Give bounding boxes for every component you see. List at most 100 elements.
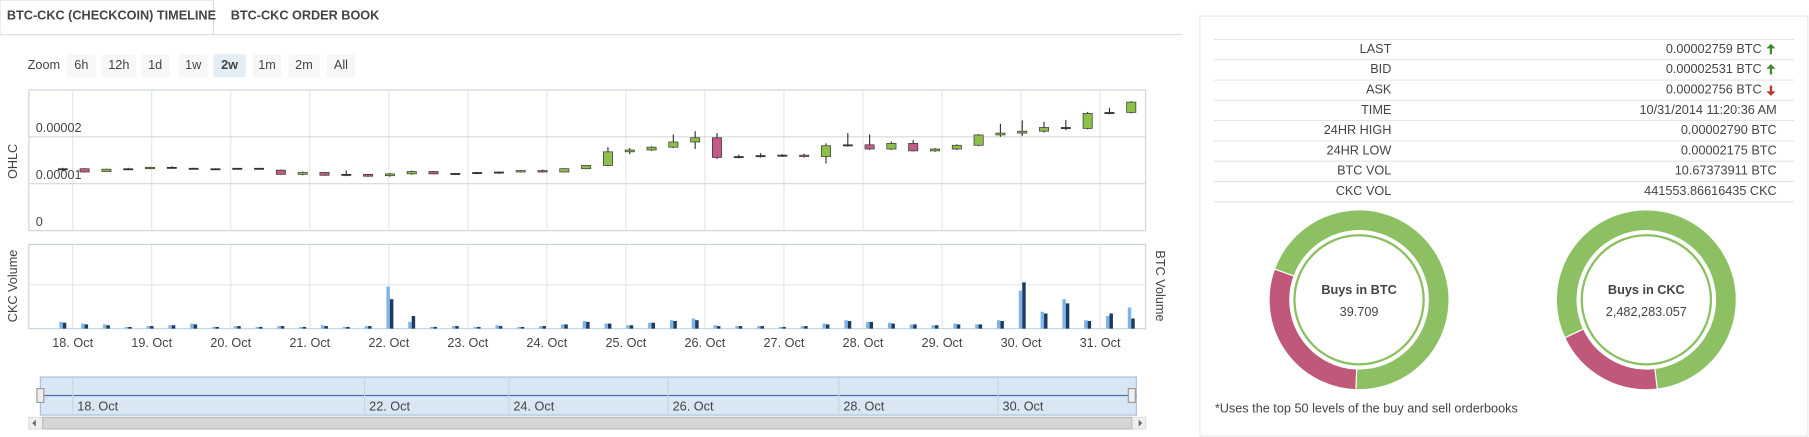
donut-title: Buys in CKC: [1608, 283, 1685, 297]
x-tick-label: 24. Oct: [526, 336, 567, 350]
volume-bar: [891, 323, 895, 329]
candle-body: [1126, 101, 1137, 113]
navigator-label: 22. Oct: [369, 399, 410, 413]
zoom-button[interactable]: [288, 54, 320, 78]
volume-bar: [713, 325, 717, 329]
volume-bar: [804, 326, 808, 329]
plot-area: [28, 89, 1147, 232]
volume-bar: [411, 315, 416, 329]
zoom-button-label[interactable]: 2w: [221, 58, 238, 72]
zoom-button-label[interactable]: All: [334, 58, 348, 72]
stat-value: 441553.86616435 CKC: [1644, 184, 1777, 198]
candle-body: [733, 156, 744, 159]
navigator-handle[interactable]: [36, 387, 45, 403]
y-axis-label: OHLC: [6, 144, 20, 179]
zoom-button[interactable]: [178, 54, 208, 78]
donut-segment: [1555, 209, 1737, 390]
volume-bar: [564, 324, 568, 329]
stat-value: 10.67373911 BTC: [1675, 164, 1777, 178]
zoom-button-label[interactable]: 6h: [74, 58, 88, 72]
zoom-button-label[interactable]: 12h: [108, 58, 129, 72]
zoom-button[interactable]: [326, 54, 356, 78]
donut-title: Buys in BTC: [1321, 283, 1396, 297]
volume-bar: [1105, 315, 1110, 329]
navigator-handle[interactable]: [1127, 387, 1136, 403]
volume-bar: [433, 326, 437, 329]
zoom-button-label[interactable]: 1m: [258, 58, 276, 72]
tab[interactable]: BTC-CKC (CHECKCOIN) TIMELINE: [7, 8, 216, 22]
volume-bar: [1065, 303, 1070, 329]
candle-body: [1060, 127, 1071, 129]
zoom-button[interactable]: [213, 54, 246, 78]
candle-body: [864, 144, 875, 150]
volume-bar: [190, 323, 194, 329]
volume-bar: [607, 323, 612, 329]
volume-bar: [280, 326, 285, 329]
volume-bar: [953, 323, 957, 329]
tab-active[interactable]: [0, 0, 215, 36]
candle-body: [1082, 113, 1093, 129]
trend-arrow-down: [1766, 85, 1776, 96]
candle-body: [886, 143, 897, 150]
volume-bar: [146, 326, 151, 329]
stat-value: 0.00002756 BTC: [1666, 83, 1762, 97]
x-tick-label: 31. Oct: [1080, 336, 1121, 350]
candle-body: [428, 171, 439, 175]
zoom-button-label[interactable]: 1w: [185, 58, 202, 72]
volume-bar: [299, 326, 303, 329]
volume-bar: [386, 286, 390, 329]
volume-bar: [255, 326, 260, 329]
volume-bar: [215, 326, 219, 329]
candle-body: [668, 141, 679, 148]
stat-label: BID: [1370, 62, 1391, 76]
volume-bar: [778, 326, 783, 329]
volume-bar: [582, 321, 587, 329]
volume-bar: [604, 323, 608, 329]
candle-body: [188, 167, 199, 170]
volume-bar: [691, 318, 696, 329]
navigator-label: 30. Oct: [1003, 399, 1044, 413]
x-tick-label: 27. Oct: [764, 336, 805, 350]
candle-body: [145, 166, 155, 170]
donut-inner-ring: [1293, 234, 1425, 366]
volume-bar: [866, 321, 870, 329]
volume-bar: [1087, 321, 1092, 329]
stat-label: ASK: [1366, 83, 1392, 97]
volume-bar: [669, 320, 674, 329]
zoom-button[interactable]: [252, 54, 282, 78]
y-tick-label: 0.00001: [36, 168, 82, 182]
volume-bar: [822, 323, 826, 329]
volume-bar: [128, 326, 132, 329]
x-tick-label: 25. Oct: [605, 336, 646, 350]
stat-value: 0.00002175 BTC: [1681, 143, 1777, 157]
zoom-button-label[interactable]: 2m: [295, 58, 313, 72]
volume-bar: [477, 326, 481, 329]
volume-bar: [978, 324, 983, 329]
volume-bar: [716, 326, 721, 329]
zoom-button[interactable]: [101, 54, 137, 78]
candle-body: [232, 167, 243, 170]
volume-bar: [102, 324, 107, 329]
volume-bar: [542, 326, 546, 329]
volume-bar: [237, 326, 241, 329]
volume-bar: [520, 326, 525, 329]
footnote: *Uses the top 50 levels of the buy and s…: [1215, 402, 1518, 416]
volume-bar: [1127, 307, 1132, 329]
zoom-button[interactable]: [66, 54, 96, 78]
volume-bar: [909, 324, 914, 329]
zoom-button[interactable]: [140, 54, 170, 78]
x-tick-label: 22. Oct: [368, 336, 409, 350]
donut-inner-ring: [1580, 234, 1713, 366]
candle-body: [581, 165, 592, 170]
candle-body: [1039, 127, 1050, 132]
navigator-label: 28. Oct: [843, 399, 884, 413]
stat-label: LAST: [1360, 42, 1392, 56]
zoom-button-label[interactable]: 1d: [148, 58, 162, 72]
tab[interactable]: BTC-CKC ORDER BOOK: [231, 8, 380, 22]
scrollbar-thumb[interactable]: [42, 416, 1133, 430]
volume-bar: [473, 326, 478, 329]
candle-body: [537, 170, 548, 173]
x-tick-label: 29. Oct: [922, 336, 963, 350]
volume-bar: [150, 326, 154, 329]
